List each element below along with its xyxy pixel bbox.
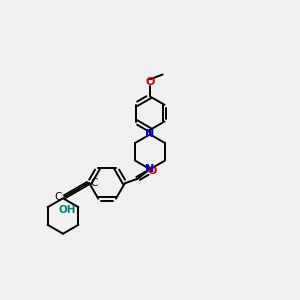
- Text: OH: OH: [59, 205, 76, 215]
- Text: N: N: [146, 129, 154, 140]
- Text: O: O: [145, 77, 155, 87]
- Text: C: C: [55, 192, 62, 202]
- Text: C: C: [90, 178, 98, 188]
- Text: O: O: [147, 166, 157, 176]
- Text: N: N: [146, 164, 154, 174]
